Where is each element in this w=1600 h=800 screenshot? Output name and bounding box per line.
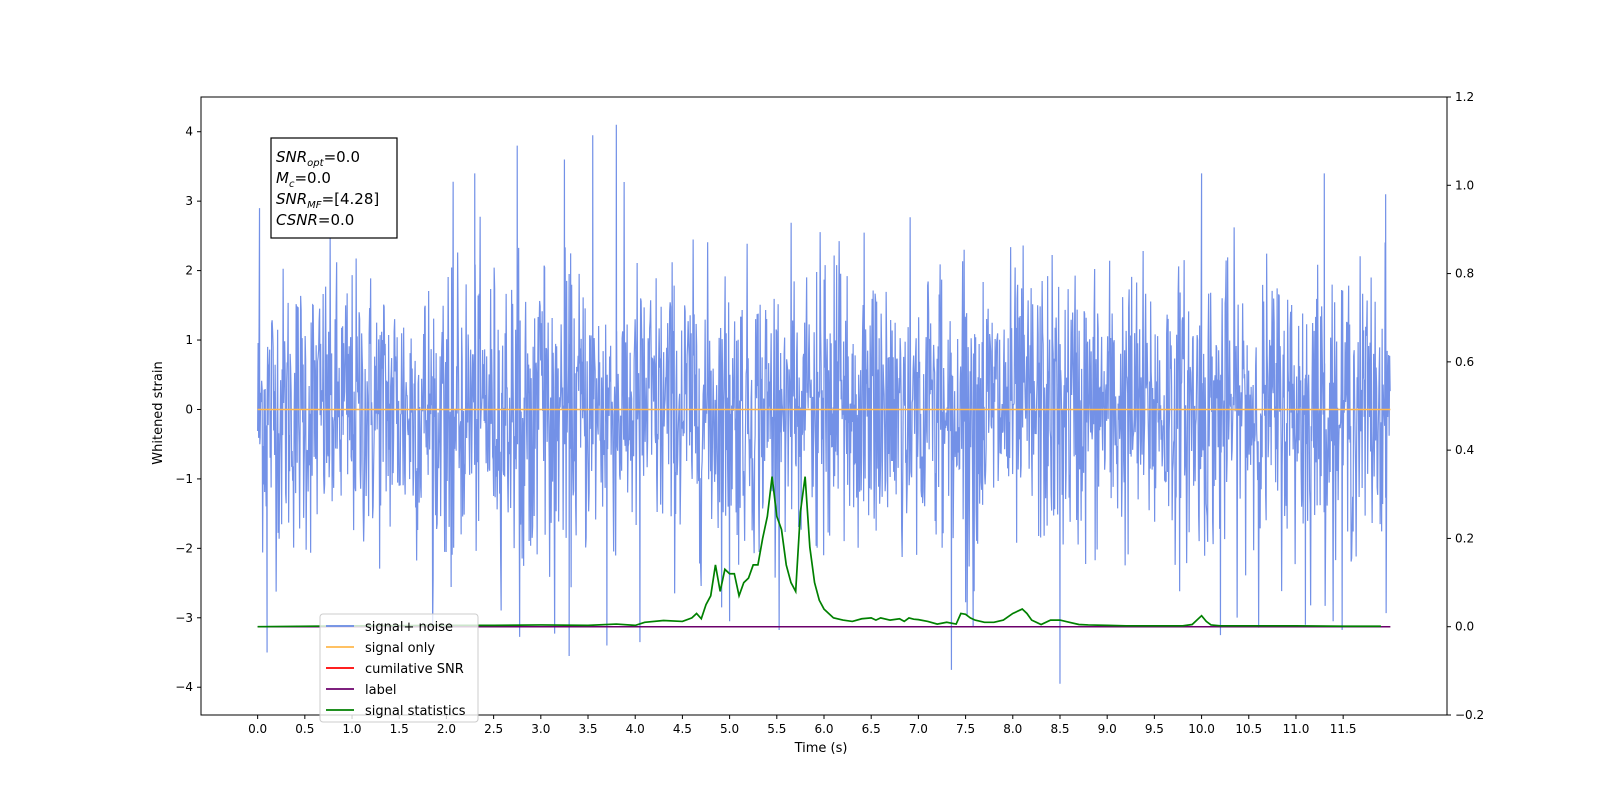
y-left-tick-label: −4 bbox=[175, 680, 193, 694]
legend-label: signal+ noise bbox=[365, 620, 453, 635]
x-tick-label: 4.5 bbox=[673, 722, 692, 736]
x-tick-label: 5.0 bbox=[720, 722, 739, 736]
legend-label: cumilative SNR bbox=[365, 662, 464, 677]
x-tick-label: 11.5 bbox=[1330, 722, 1357, 736]
ticks: 0.0 0.5 1.0 1.5 2.0 2.5 3.0 3.5 4.0 4.5 5.0 5.5 6.0 6… bbox=[175, 90, 1484, 736]
series-signal-noise bbox=[257, 124, 1391, 684]
x-tick-label: 4.0 bbox=[626, 722, 645, 736]
y-axis-label-left: Whitened strain bbox=[151, 361, 166, 464]
x-tick-label: 9.0 bbox=[1098, 722, 1117, 736]
y-left-tick-label: 1 bbox=[185, 333, 193, 347]
x-tick-label: 0.5 bbox=[295, 722, 314, 736]
x-tick-label: 11.0 bbox=[1283, 722, 1310, 736]
x-tick-label: 0.0 bbox=[248, 722, 267, 736]
x-tick-label: 8.5 bbox=[1050, 722, 1069, 736]
y-right-tick-label: 1.2 bbox=[1455, 90, 1474, 104]
x-tick-label: 3.5 bbox=[578, 722, 597, 736]
x-axis-label: Time (s) bbox=[794, 741, 848, 756]
y-left-tick-label: 3 bbox=[185, 194, 193, 208]
x-tick-label: 7.0 bbox=[909, 722, 928, 736]
legend-label: label bbox=[365, 683, 396, 698]
legend: signal+ noise signal only cumilative SNR la… bbox=[319, 613, 479, 723]
x-tick-label: 6.0 bbox=[814, 722, 833, 736]
legend-label: signal only bbox=[365, 641, 435, 656]
y-left-tick-label: 2 bbox=[185, 264, 193, 278]
x-tick-label: 6.5 bbox=[862, 722, 881, 736]
x-tick-label: 3.0 bbox=[531, 722, 550, 736]
series-line-signal-noise bbox=[257, 124, 1391, 684]
legend-frame bbox=[319, 613, 479, 723]
x-tick-label: 1.0 bbox=[342, 722, 361, 736]
x-tick-label: 2.0 bbox=[437, 722, 456, 736]
y-right-tick-label: 0.8 bbox=[1455, 267, 1474, 281]
annotation-line: SNRMF=[4.28] bbox=[276, 190, 379, 211]
y-right-tick-label: 0.4 bbox=[1455, 443, 1474, 457]
y-left-tick-label: 4 bbox=[185, 125, 193, 139]
annotation-line: CSNR=0.0 bbox=[276, 211, 354, 229]
series-line-signal-statistics bbox=[257, 476, 1381, 628]
y-left-tick-label: −3 bbox=[175, 611, 193, 625]
x-tick-label: 8.0 bbox=[1003, 722, 1022, 736]
y-left-tick-label: −1 bbox=[175, 472, 193, 486]
x-tick-label: 1.5 bbox=[390, 722, 409, 736]
y-left-tick-label: 0 bbox=[185, 402, 193, 416]
y-right-tick-label: 0.2 bbox=[1455, 531, 1474, 545]
y-right-tick-label: 0.0 bbox=[1455, 620, 1474, 634]
y-right-tick-label: −0.2 bbox=[1455, 708, 1484, 722]
annotation-line: SNRopt=0.0 bbox=[276, 148, 360, 169]
legend-label: signal statistics bbox=[365, 704, 466, 719]
annotation-line: Mc=0.0 bbox=[276, 169, 331, 190]
x-tick-label: 10.0 bbox=[1188, 722, 1215, 736]
x-tick-label: 5.5 bbox=[767, 722, 786, 736]
x-tick-label: 7.5 bbox=[956, 722, 975, 736]
x-tick-label: 10.5 bbox=[1235, 722, 1262, 736]
x-tick-label: 9.5 bbox=[1145, 722, 1164, 736]
x-tick-label: 2.5 bbox=[484, 722, 503, 736]
annotation-frame bbox=[270, 137, 398, 239]
y-right-tick-label: 1.0 bbox=[1455, 178, 1474, 192]
y-right-tick-label: 0.6 bbox=[1455, 355, 1474, 369]
y-left-tick-label: −2 bbox=[175, 541, 193, 555]
